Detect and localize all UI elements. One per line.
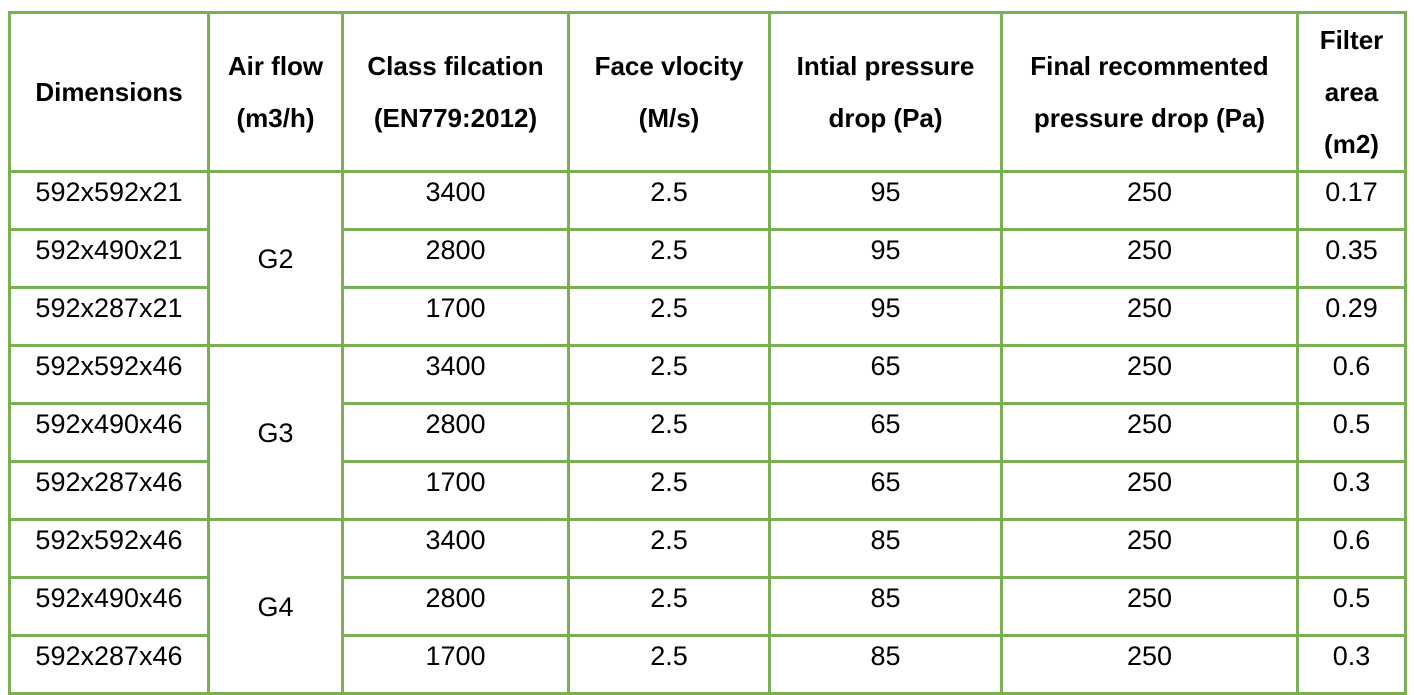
header-air-flow: Air flow (m3/h) bbox=[207, 11, 344, 173]
cell-air-flow: 2800 bbox=[341, 576, 570, 637]
header-line: Final recommented bbox=[1030, 51, 1269, 81]
cell-filter-area: 0.17 bbox=[1296, 170, 1407, 231]
header-final-pressure-drop: Final recommented pressure drop (Pa) bbox=[1000, 11, 1299, 173]
cell-dimensions: 592x592x46 bbox=[8, 344, 210, 405]
cell-dimensions: 592x490x46 bbox=[8, 402, 210, 463]
cell-face-velocity: 2.5 bbox=[567, 634, 771, 695]
header-line: Dimensions bbox=[35, 77, 183, 107]
cell-initial-pressure-drop: 95 bbox=[768, 228, 1003, 289]
cell-dimensions: 592x490x46 bbox=[8, 576, 210, 637]
cell-final-pressure-drop: 250 bbox=[1000, 286, 1299, 347]
cell-filter-area: 0.6 bbox=[1296, 518, 1407, 579]
cell-class-group: G2 bbox=[207, 170, 344, 347]
header-line: (M/s) bbox=[638, 103, 700, 133]
header-line: drop (Pa) bbox=[828, 103, 943, 133]
cell-dimensions: 592x287x46 bbox=[8, 634, 210, 695]
header-line: area bbox=[1324, 77, 1379, 107]
header-dimensions: Dimensions bbox=[8, 11, 210, 173]
cell-dimensions: 592x287x46 bbox=[8, 460, 210, 521]
header-row: Dimensions Air flow (m3/h) Class filcati… bbox=[8, 11, 1407, 173]
cell-dimensions: 592x592x21 bbox=[8, 170, 210, 231]
cell-face-velocity: 2.5 bbox=[567, 518, 771, 579]
header-line: Filter bbox=[1319, 25, 1384, 55]
cell-final-pressure-drop: 250 bbox=[1000, 460, 1299, 521]
header-line: Class filcation bbox=[367, 51, 544, 81]
cell-final-pressure-drop: 250 bbox=[1000, 344, 1299, 405]
cell-face-velocity: 2.5 bbox=[567, 344, 771, 405]
cell-initial-pressure-drop: 85 bbox=[768, 576, 1003, 637]
cell-initial-pressure-drop: 95 bbox=[768, 286, 1003, 347]
cell-air-flow: 1700 bbox=[341, 286, 570, 347]
cell-dimensions: 592x592x46 bbox=[8, 518, 210, 579]
cell-class-group: G4 bbox=[207, 518, 344, 695]
cell-initial-pressure-drop: 65 bbox=[768, 460, 1003, 521]
header-line: Air flow bbox=[227, 51, 324, 81]
header-initial-pressure-drop: Intial pressure drop (Pa) bbox=[768, 11, 1003, 173]
cell-filter-area: 0.3 bbox=[1296, 460, 1407, 521]
cell-final-pressure-drop: 250 bbox=[1000, 170, 1299, 231]
cell-filter-area: 0.35 bbox=[1296, 228, 1407, 289]
table-row: 592x490x46 2800 2.5 65 250 0.5 bbox=[8, 402, 1407, 463]
cell-air-flow: 2800 bbox=[341, 228, 570, 289]
cell-air-flow: 3400 bbox=[341, 170, 570, 231]
cell-final-pressure-drop: 250 bbox=[1000, 576, 1299, 637]
header-filter-area: Filter area (m2) bbox=[1296, 11, 1407, 173]
cell-face-velocity: 2.5 bbox=[567, 460, 771, 521]
header-face-velocity: Face vlocity (M/s) bbox=[567, 11, 771, 173]
cell-final-pressure-drop: 250 bbox=[1000, 518, 1299, 579]
cell-initial-pressure-drop: 85 bbox=[768, 634, 1003, 695]
cell-filter-area: 0.3 bbox=[1296, 634, 1407, 695]
cell-air-flow: 2800 bbox=[341, 402, 570, 463]
cell-face-velocity: 2.5 bbox=[567, 402, 771, 463]
header-line: (m3/h) bbox=[236, 103, 315, 133]
table-row: 592x490x21 2800 2.5 95 250 0.35 bbox=[8, 228, 1407, 289]
cell-initial-pressure-drop: 95 bbox=[768, 170, 1003, 231]
cell-initial-pressure-drop: 65 bbox=[768, 402, 1003, 463]
header-line: Intial pressure bbox=[796, 51, 975, 81]
cell-face-velocity: 2.5 bbox=[567, 576, 771, 637]
cell-air-flow: 1700 bbox=[341, 460, 570, 521]
cell-initial-pressure-drop: 85 bbox=[768, 518, 1003, 579]
header-line: pressure drop (Pa) bbox=[1033, 103, 1266, 133]
cell-final-pressure-drop: 250 bbox=[1000, 228, 1299, 289]
cell-initial-pressure-drop: 65 bbox=[768, 344, 1003, 405]
table-row: 592x592x46 G4 3400 2.5 85 250 0.6 bbox=[8, 518, 1407, 695]
cell-final-pressure-drop: 250 bbox=[1000, 402, 1299, 463]
cell-face-velocity: 2.5 bbox=[567, 170, 771, 231]
header-line: (m2) bbox=[1324, 129, 1379, 159]
cell-air-flow: 3400 bbox=[341, 518, 570, 579]
header-line: Face vlocity bbox=[594, 51, 744, 81]
header-class-filcation: Class filcation (EN779:2012) bbox=[341, 11, 570, 173]
cell-filter-area: 0.6 bbox=[1296, 344, 1407, 405]
cell-filter-area: 0.5 bbox=[1296, 402, 1407, 463]
cell-final-pressure-drop: 250 bbox=[1000, 634, 1299, 695]
cell-air-flow: 1700 bbox=[341, 634, 570, 695]
cell-dimensions: 592x490x21 bbox=[8, 228, 210, 289]
table-row: 592x287x46 1700 2.5 65 250 0.3 bbox=[8, 460, 1407, 521]
table-row: 592x490x46 2800 2.5 85 250 0.5 bbox=[8, 576, 1407, 637]
table-row: 592x287x21 1700 2.5 95 250 0.29 bbox=[8, 286, 1407, 347]
cell-dimensions: 592x287x21 bbox=[8, 286, 210, 347]
cell-air-flow: 3400 bbox=[341, 344, 570, 405]
cell-face-velocity: 2.5 bbox=[567, 228, 771, 289]
cell-class-group: G3 bbox=[207, 344, 344, 521]
cell-filter-area: 0.29 bbox=[1296, 286, 1407, 347]
cell-filter-area: 0.5 bbox=[1296, 576, 1407, 637]
header-line: (EN779:2012) bbox=[373, 103, 538, 133]
table-row: 592x592x46 G3 3400 2.5 65 250 0.6 bbox=[8, 344, 1407, 521]
filter-spec-table: Dimensions Air flow (m3/h) Class filcati… bbox=[8, 11, 1407, 695]
cell-face-velocity: 2.5 bbox=[567, 286, 771, 347]
table-row: 592x592x21 G2 3400 2.5 95 250 0.17 bbox=[8, 170, 1407, 347]
